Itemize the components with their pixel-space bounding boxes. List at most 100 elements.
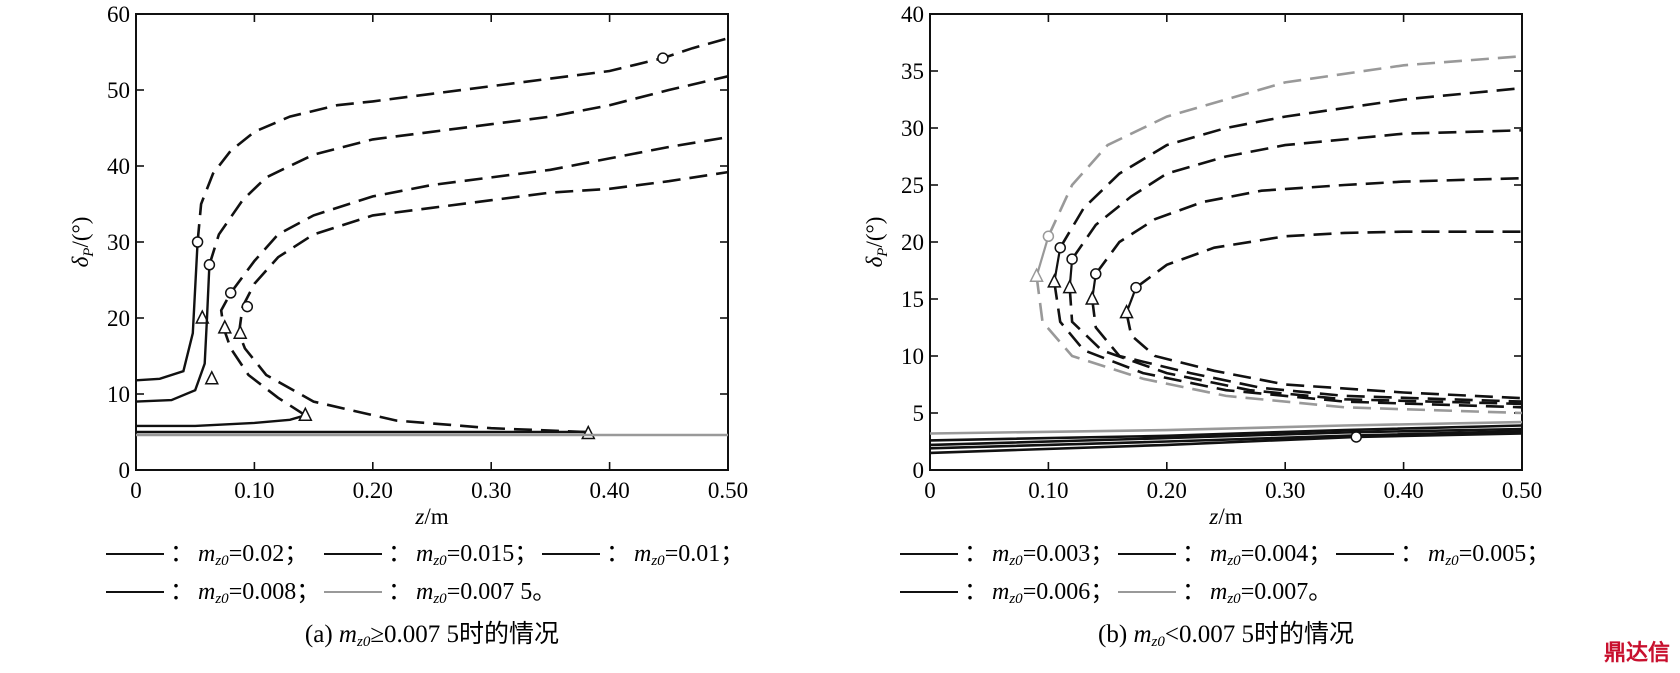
y-tick-label: 40 bbox=[901, 2, 924, 27]
series-baseline bbox=[930, 432, 1522, 455]
panel-caption: (b) mz0<0.007 5时的情况 bbox=[1098, 620, 1354, 650]
series-lower-dashed bbox=[1125, 312, 1522, 400]
x-axis-label-var: z bbox=[414, 504, 424, 529]
caption-subscript: z0 bbox=[356, 634, 371, 650]
legend-entry: ： mz0=0.004； bbox=[1182, 541, 1332, 569]
circle-marker bbox=[1090, 268, 1102, 280]
triangle-marker bbox=[1029, 267, 1044, 282]
series-dashed bbox=[219, 135, 728, 417]
legend-colon: ： bbox=[1400, 541, 1424, 567]
x-axis-label-var: z bbox=[1208, 504, 1218, 529]
x-axis-label: z/m bbox=[414, 504, 448, 529]
legend-value: =0.003； bbox=[1023, 541, 1115, 567]
series-solid bbox=[136, 241, 199, 382]
series-dashed bbox=[208, 75, 728, 266]
legend-colon: ： bbox=[388, 579, 412, 605]
legend-value: =0.005； bbox=[1459, 541, 1551, 567]
triangle-marker bbox=[1062, 278, 1077, 294]
caption-label: (a) bbox=[305, 621, 339, 648]
series-lower-dashed bbox=[1035, 276, 1522, 415]
y-axis-label: δP/(°) bbox=[68, 217, 97, 268]
triangle-marker bbox=[204, 370, 219, 385]
x-tick-label: 0.10 bbox=[234, 478, 274, 503]
legend-colon: ： bbox=[170, 541, 194, 567]
y-axis-label-var: δ bbox=[862, 256, 887, 267]
legend-entry: ： mz0=0.015； bbox=[388, 541, 538, 569]
y-tick-label: 15 bbox=[901, 287, 924, 312]
triangle-marker bbox=[298, 406, 313, 422]
legend-subscript: z0 bbox=[1008, 591, 1023, 607]
legend-symbol: m bbox=[198, 579, 215, 605]
legend-value: =0.004； bbox=[1241, 541, 1333, 567]
legend-subscript: z0 bbox=[432, 553, 447, 569]
series-baseline bbox=[930, 429, 1522, 450]
legend-entry: ： mz0=0.007。 bbox=[1182, 579, 1332, 607]
legend-entry: ： mz0=0.01； bbox=[606, 541, 744, 569]
legend-symbol: m bbox=[1428, 541, 1445, 567]
legend-subscript: z0 bbox=[650, 553, 665, 569]
series-dashed bbox=[196, 37, 728, 243]
legend-colon: ： bbox=[388, 541, 412, 567]
x-tick-label: 0.20 bbox=[353, 478, 393, 503]
legend-colon: ： bbox=[170, 579, 194, 605]
panel-a-chart: 0 0.10 0.20 0.30 0.40 0.500102030405060z/mδP/… bbox=[68, 2, 748, 650]
y-tick-label: 5 bbox=[913, 401, 925, 426]
series-baseline bbox=[930, 424, 1522, 442]
legend-entry: ： mz0=0.02； bbox=[170, 541, 308, 569]
x-tick-label: 0.10 bbox=[1028, 478, 1068, 503]
x-axis-label: z/m bbox=[1208, 504, 1242, 529]
triangle-marker bbox=[1084, 290, 1100, 305]
y-axis-label-sub: P bbox=[875, 248, 891, 258]
series-upper-dashed bbox=[1071, 129, 1522, 260]
x-tick-label: 0 bbox=[924, 478, 936, 503]
y-tick-label: 30 bbox=[901, 116, 924, 141]
legend-symbol: m bbox=[992, 541, 1009, 567]
panel-caption: (a) mz0≥0.007 5时的情况 bbox=[305, 620, 559, 650]
circle-marker bbox=[1130, 281, 1142, 294]
legend-subscript: z0 bbox=[1226, 591, 1241, 607]
legend-value: =0.015； bbox=[447, 541, 539, 567]
panel-b-chart: 0 0.10 0.20 0.30 0.40 0.50 0 5 10 15 20 25 30 35 40 z/m… bbox=[862, 2, 1550, 650]
y-tick-label: 30 bbox=[107, 230, 130, 255]
series-solid bbox=[136, 264, 211, 403]
y-tick-label: 10 bbox=[901, 344, 924, 369]
legend-symbol: m bbox=[992, 579, 1009, 605]
circle-marker bbox=[1350, 431, 1362, 443]
caption-rest: ≥0.007 5时的情况 bbox=[370, 620, 559, 648]
caption-symbol: m bbox=[339, 621, 357, 648]
series-lower-dashed bbox=[1068, 287, 1522, 406]
circle-marker bbox=[1054, 241, 1066, 254]
circle-marker bbox=[224, 287, 237, 299]
y-tick-label: 60 bbox=[107, 2, 130, 27]
x-tick-label: 0 bbox=[130, 478, 142, 503]
triangle-marker bbox=[232, 324, 248, 339]
circle-marker bbox=[1066, 253, 1078, 265]
legend-colon: ： bbox=[964, 541, 988, 567]
triangle-marker bbox=[217, 319, 233, 334]
x-axis-label-unit: /m bbox=[424, 504, 448, 529]
legend-value: =0.01； bbox=[665, 541, 745, 567]
plot-area bbox=[136, 37, 728, 440]
triangle-marker bbox=[1119, 304, 1134, 319]
series-upper-dashed bbox=[1047, 54, 1522, 237]
x-axis-label-unit: /m bbox=[1218, 504, 1242, 529]
watermark-text: 鼎达信 bbox=[1604, 640, 1670, 666]
legend-value: =0.007。 bbox=[1241, 579, 1333, 605]
legend-entry: ： mz0=0.006； bbox=[964, 579, 1114, 607]
series-baseline bbox=[930, 420, 1522, 435]
legend-subscript: z0 bbox=[1444, 553, 1459, 569]
series-dashed bbox=[237, 170, 728, 434]
legend-symbol: m bbox=[1210, 541, 1227, 567]
legend-symbol: m bbox=[416, 579, 433, 605]
series-upper-dashed bbox=[1059, 86, 1522, 249]
series-upper-dashed bbox=[1135, 230, 1522, 289]
legend-value: =0.006； bbox=[1023, 579, 1115, 605]
y-tick-label: 20 bbox=[107, 306, 130, 331]
circle-marker bbox=[191, 236, 204, 248]
legend-entry: ： mz0=0.003； bbox=[964, 541, 1114, 569]
legend-entry: ： mz0=0.008； bbox=[170, 579, 320, 607]
caption-symbol: m bbox=[1133, 621, 1151, 648]
y-tick-label: 25 bbox=[901, 173, 924, 198]
legend-value: =0.008； bbox=[229, 579, 321, 605]
y-tick-label: 35 bbox=[901, 59, 924, 84]
